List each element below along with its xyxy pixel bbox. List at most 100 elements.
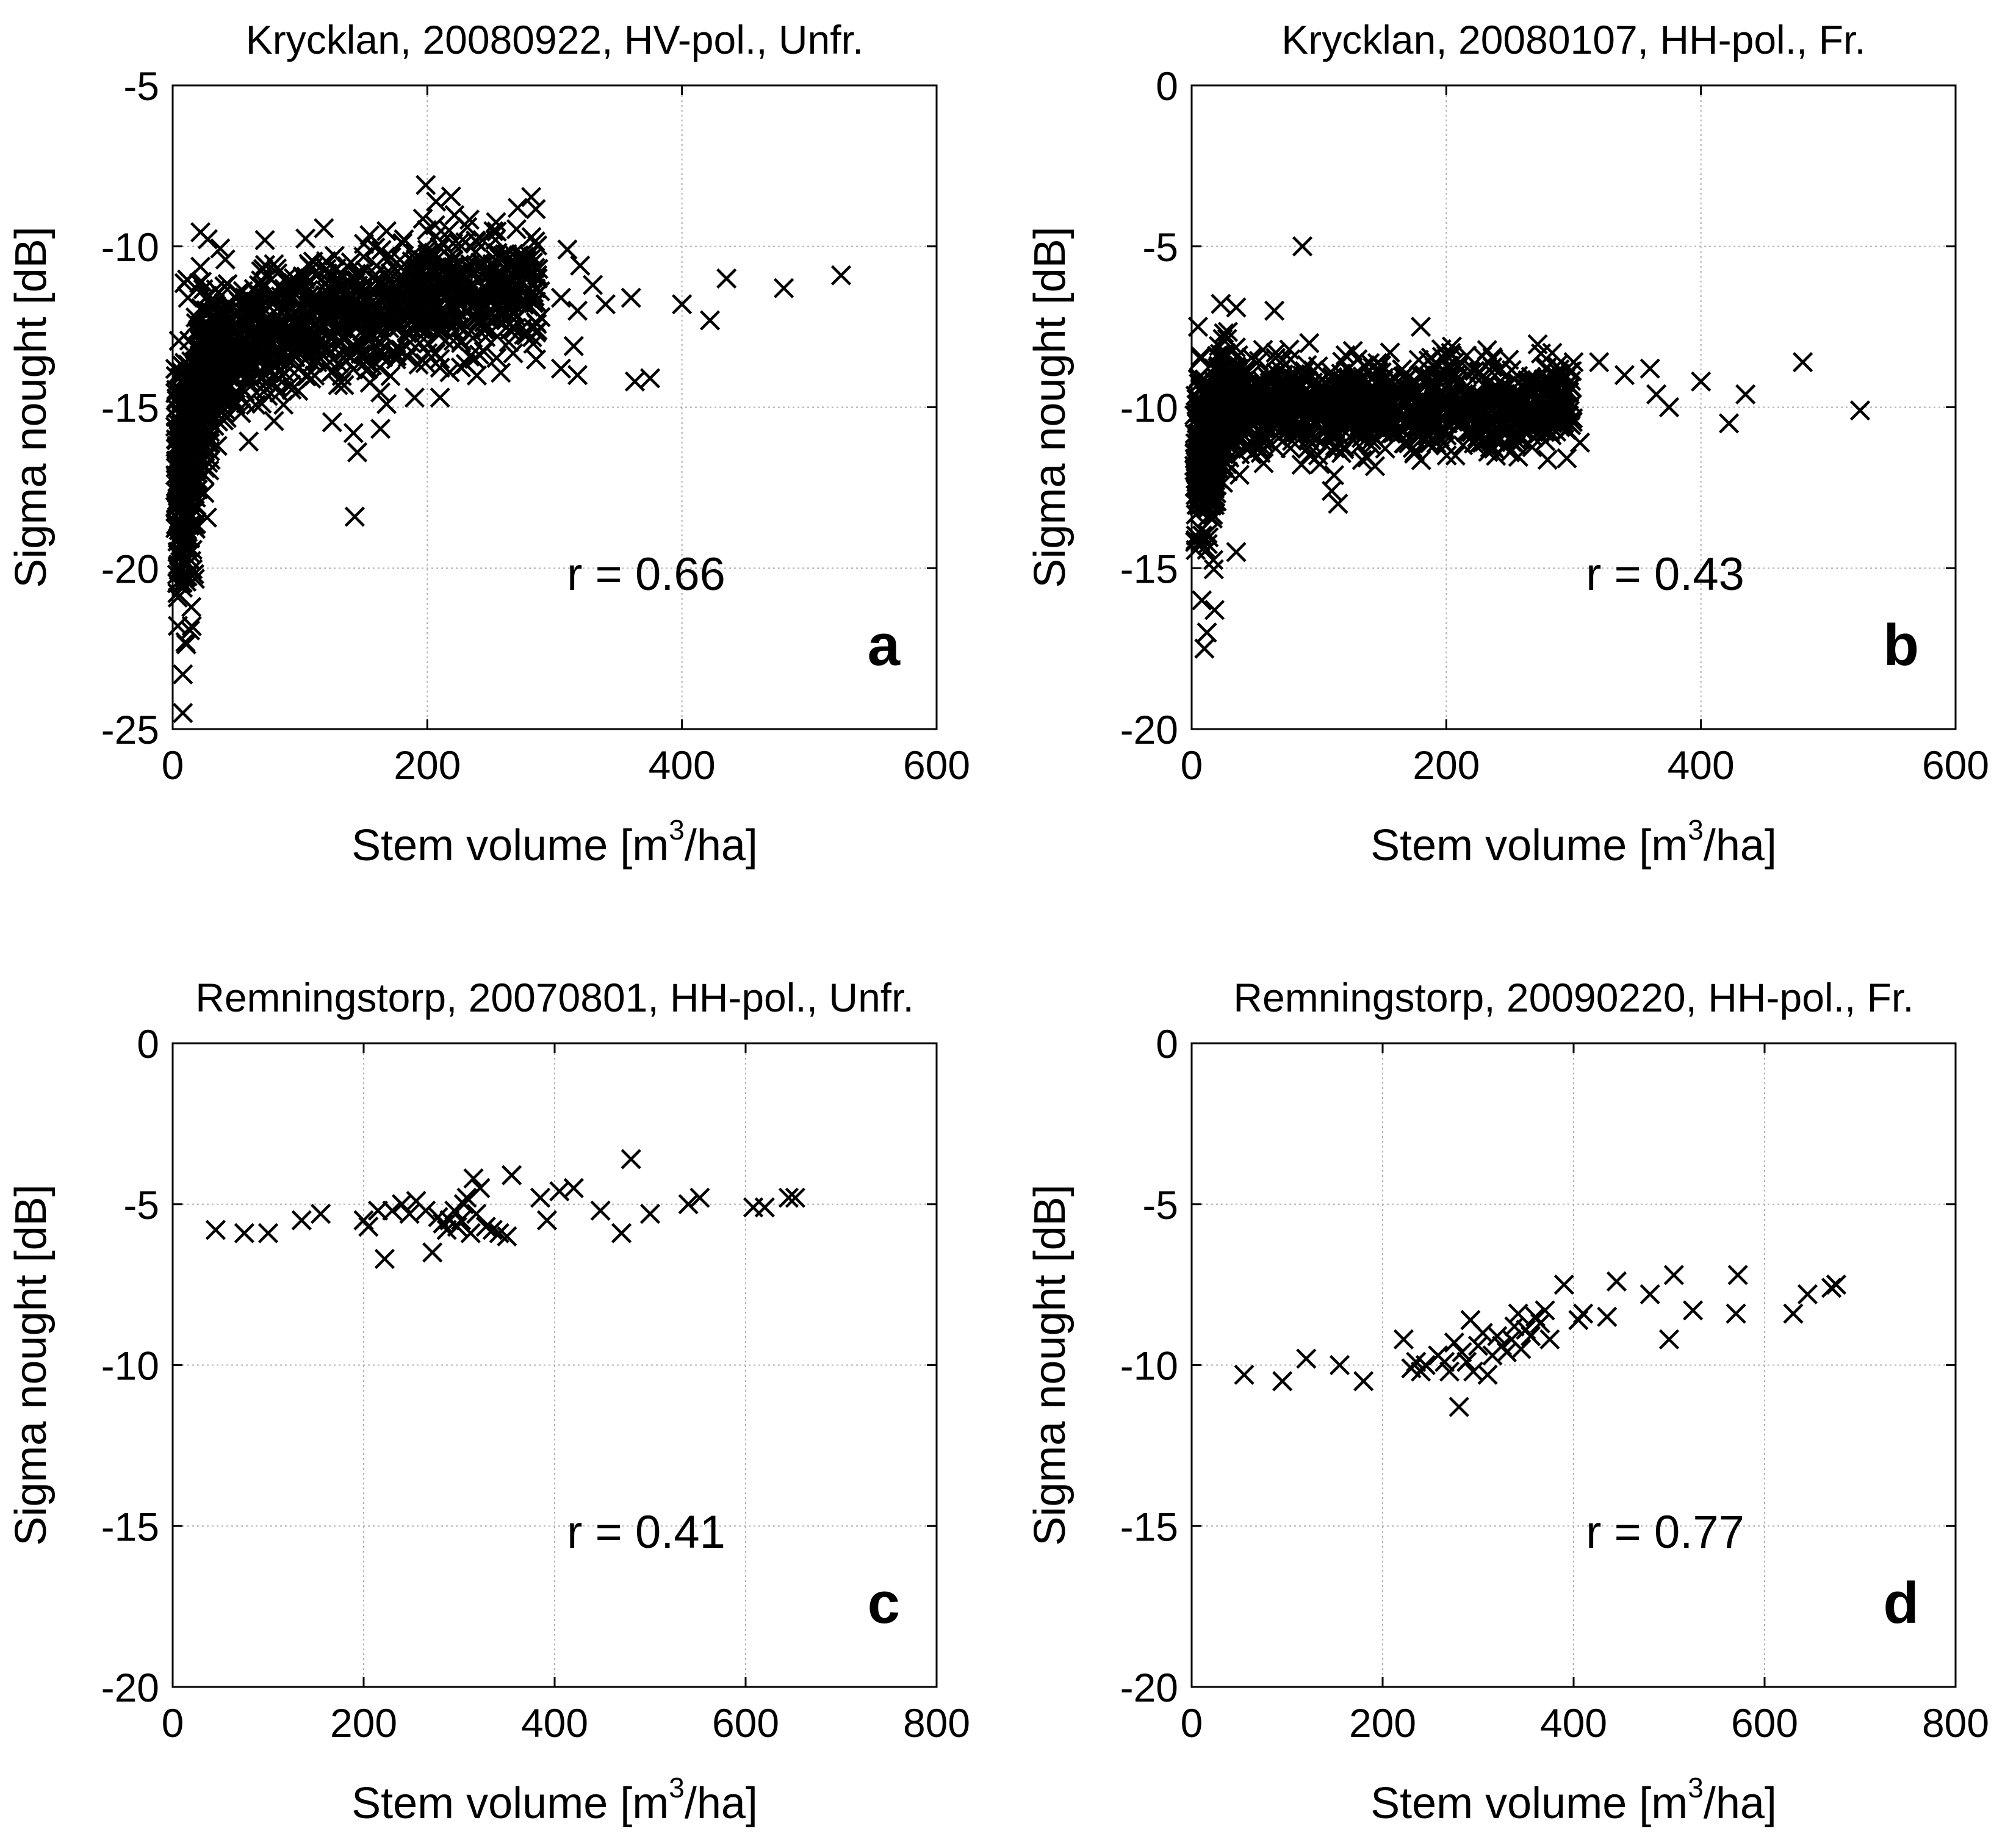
data-point xyxy=(412,208,433,229)
x-tick-label: 0 xyxy=(1181,1700,1203,1746)
data-point xyxy=(366,255,387,276)
data-point xyxy=(409,333,430,353)
data-point xyxy=(291,1210,312,1231)
data-point xyxy=(322,412,342,433)
data-point xyxy=(507,198,528,218)
data-point xyxy=(1280,438,1301,459)
data-point xyxy=(298,253,319,275)
data-point xyxy=(499,320,520,340)
data-point xyxy=(1190,348,1211,369)
x-axis-label: Stem volume [m3/ha] xyxy=(1370,814,1777,870)
data-point xyxy=(1727,1265,1748,1285)
data-point xyxy=(231,329,252,350)
data-point xyxy=(1542,342,1563,363)
data-point xyxy=(484,289,505,310)
data-point xyxy=(323,361,344,381)
data-point xyxy=(466,309,486,329)
data-point xyxy=(173,703,193,724)
data-point xyxy=(1511,1339,1532,1359)
data-point xyxy=(1501,360,1522,381)
data-point xyxy=(1211,293,1231,314)
y-tick-label: -5 xyxy=(123,63,159,109)
data-point xyxy=(1640,358,1660,379)
data-point xyxy=(190,256,211,277)
x-tick-label: 200 xyxy=(1349,1700,1416,1746)
data-point xyxy=(422,1242,443,1263)
y-tick-label: 0 xyxy=(137,1021,159,1066)
x-tick-label: 200 xyxy=(1413,742,1480,788)
x-tick-label: 600 xyxy=(903,742,970,788)
data-point xyxy=(525,349,547,370)
y-tick-label: -20 xyxy=(1120,707,1178,752)
data-point xyxy=(1380,342,1400,363)
data-point xyxy=(225,394,247,415)
data-point xyxy=(1214,323,1234,343)
x-axis-label-sup: 3 xyxy=(669,814,685,846)
data-point xyxy=(1483,438,1504,459)
data-point xyxy=(1464,361,1485,381)
data-point xyxy=(343,359,364,379)
data-point xyxy=(520,187,542,207)
data-point xyxy=(570,255,591,276)
chart-title: Remningstorp, 20090220, HH-pol., Fr. xyxy=(1233,975,1913,1020)
data-point xyxy=(295,228,316,249)
data-point xyxy=(254,254,276,275)
data-point xyxy=(302,353,323,373)
data-point xyxy=(430,387,450,408)
data-point xyxy=(672,294,693,315)
data-point xyxy=(1589,352,1610,373)
correlation-annotation: r = 0.66 xyxy=(567,548,725,600)
data-point xyxy=(165,359,185,379)
x-tick-label: 600 xyxy=(1922,742,1989,788)
data-point xyxy=(1614,365,1635,386)
x-tick-label: 0 xyxy=(1181,742,1203,788)
x-axis-label-unit: /ha] xyxy=(1704,1779,1777,1828)
y-tick-label: 0 xyxy=(1156,63,1178,109)
data-point xyxy=(463,1168,484,1189)
data-point xyxy=(278,322,299,342)
data-point xyxy=(611,1223,632,1243)
data-point xyxy=(184,569,205,589)
data-point xyxy=(165,365,186,387)
data-point xyxy=(380,365,401,386)
data-point xyxy=(699,310,721,331)
data-point xyxy=(1234,1364,1254,1385)
x-axis-label-name: Stem volume [m xyxy=(351,821,669,870)
data-point xyxy=(1597,1306,1618,1327)
data-point xyxy=(436,309,456,329)
x-axis-label: Stem volume [m3/ha] xyxy=(1370,1772,1777,1828)
data-point xyxy=(264,411,284,431)
data-point xyxy=(277,303,298,323)
data-point xyxy=(181,616,202,636)
data-point xyxy=(359,225,380,246)
data-point xyxy=(486,221,507,242)
data-point xyxy=(317,263,338,284)
data-point xyxy=(235,318,256,339)
data-point xyxy=(1539,1329,1560,1350)
data-point xyxy=(1203,559,1224,580)
data-point xyxy=(621,287,641,308)
data-point xyxy=(179,448,200,469)
data-point xyxy=(297,365,318,386)
x-tick-label: 400 xyxy=(521,1700,588,1746)
data-point xyxy=(425,191,447,212)
data-point xyxy=(269,382,290,403)
data-point xyxy=(494,270,515,292)
data-point xyxy=(373,303,394,325)
data-point xyxy=(1419,433,1440,454)
data-point xyxy=(504,303,525,323)
chart-title: Krycklan, 20080107, HH-pol., Fr. xyxy=(1281,17,1865,62)
data-point xyxy=(590,1200,611,1221)
y-axis-label: Sigma nought [dB] xyxy=(7,226,56,588)
data-point xyxy=(307,352,328,373)
data-point xyxy=(1226,297,1247,318)
data-point xyxy=(360,311,381,333)
data-point xyxy=(179,620,201,641)
data-point xyxy=(382,1200,403,1221)
data-point xyxy=(1335,345,1356,365)
data-point xyxy=(1291,455,1312,475)
data-point xyxy=(1783,1303,1804,1324)
data-point xyxy=(523,333,544,354)
data-point xyxy=(595,294,616,315)
